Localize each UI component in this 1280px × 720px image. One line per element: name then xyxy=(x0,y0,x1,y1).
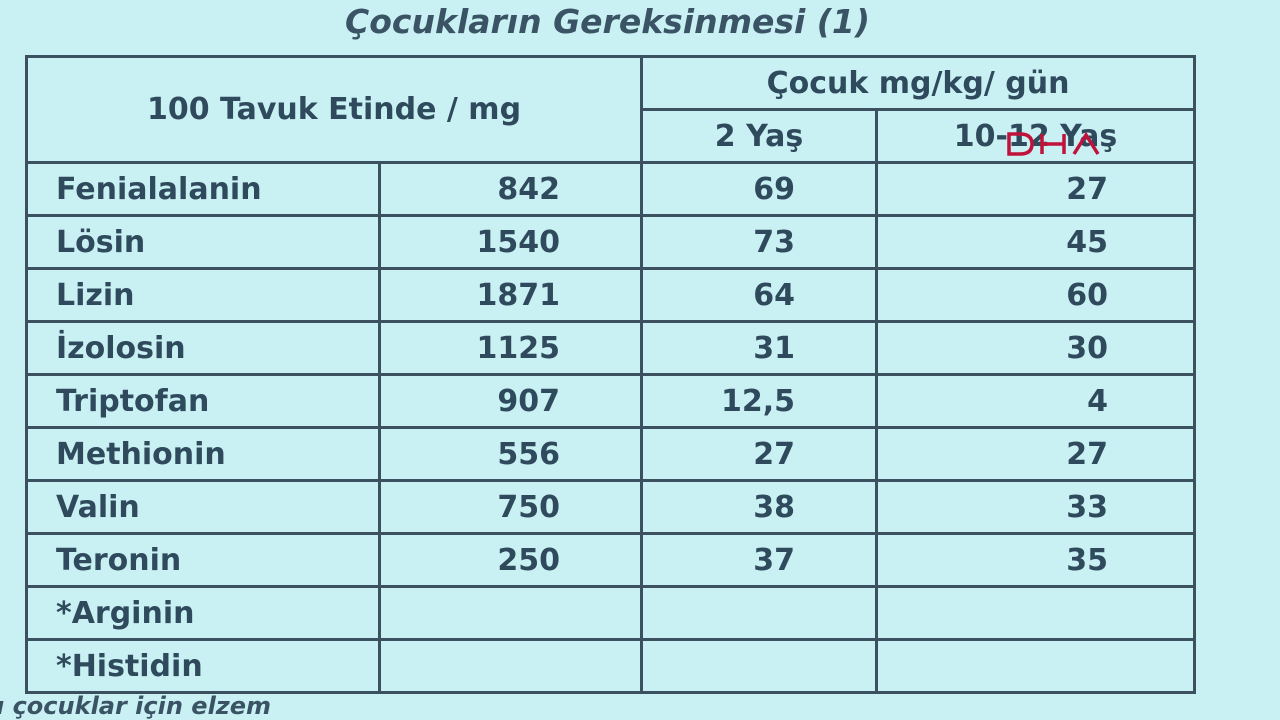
header-chicken-mg: 100 Tavuk Etinde / mg xyxy=(25,55,643,164)
chicken-mg-value xyxy=(378,585,643,641)
amino-acid-name: Teronin xyxy=(25,532,381,588)
table-row: Triptofan 907 12,5 4 xyxy=(25,373,1196,429)
chicken-mg-value: 556 xyxy=(378,426,643,482)
amino-acid-name: Fenialalanin xyxy=(25,161,381,217)
amino-acid-name: Methionin xyxy=(25,426,381,482)
amino-acid-name: Valin xyxy=(25,479,381,535)
amino-acid-name: Lizin xyxy=(25,267,381,323)
value-2-yas: 69 xyxy=(640,161,878,217)
table-row: *Arginin xyxy=(25,585,1196,641)
table-row: Methionin 556 27 27 xyxy=(25,426,1196,482)
table-row: Fenialalanin 842 69 27 xyxy=(25,161,1196,217)
footnote: ı çocuklar için elzem xyxy=(0,692,272,720)
header-row-2: 2 Yaş 10-12 Yaş xyxy=(27,108,1196,164)
amino-acid-name: Lösin xyxy=(25,214,381,270)
value-2-yas: 38 xyxy=(640,479,878,535)
amino-acid-name: *Arginin xyxy=(25,585,381,641)
value-10-12-yas: 35 xyxy=(875,532,1196,588)
table-row: Lizin 1871 64 60 xyxy=(25,267,1196,323)
value-10-12-yas: 60 xyxy=(875,267,1196,323)
amino-acid-name: İzolosin xyxy=(25,320,381,376)
value-2-yas: 37 xyxy=(640,532,878,588)
table-row: Valin 750 38 33 xyxy=(25,479,1196,535)
header-row-1: 100 Tavuk Etinde / mg Çocuk mg/kg/ gün xyxy=(25,55,1196,164)
table-row: Lösin 1540 73 45 xyxy=(25,214,1196,270)
value-10-12-yas: 4 xyxy=(875,373,1196,429)
chicken-mg-value: 1540 xyxy=(378,214,643,270)
value-2-yas: 12,5 xyxy=(640,373,878,429)
value-2-yas: 64 xyxy=(640,267,878,323)
value-2-yas xyxy=(640,585,878,641)
value-10-12-yas: 30 xyxy=(875,320,1196,376)
table-row: İzolosin 1125 31 30 xyxy=(25,320,1196,376)
value-10-12-yas: 45 xyxy=(875,214,1196,270)
header-10-12-yas: 10-12 Yaş xyxy=(875,108,1196,164)
value-2-yas: 31 xyxy=(640,320,878,376)
value-10-12-yas: 27 xyxy=(875,426,1196,482)
table-row: *Histidin xyxy=(25,638,1196,694)
value-10-12-yas: 33 xyxy=(875,479,1196,535)
chicken-mg-value: 1125 xyxy=(378,320,643,376)
chicken-mg-value xyxy=(378,638,643,694)
value-2-yas: 73 xyxy=(640,214,878,270)
chicken-mg-value: 1871 xyxy=(378,267,643,323)
slide-title: Çocukların Gereksinmesi (1) xyxy=(345,2,870,41)
header-2-yas: 2 Yaş xyxy=(640,108,878,164)
chicken-mg-value: 842 xyxy=(378,161,643,217)
table-row: Teronin 250 37 35 xyxy=(25,532,1196,588)
chicken-mg-value: 907 xyxy=(378,373,643,429)
value-2-yas: 27 xyxy=(640,426,878,482)
chicken-mg-value: 750 xyxy=(378,479,643,535)
amino-acid-table: 100 Tavuk Etinde / mg Çocuk mg/kg/ gün 2… xyxy=(25,55,1196,694)
value-10-12-yas: 27 xyxy=(875,161,1196,217)
value-10-12-yas xyxy=(875,638,1196,694)
amino-acid-name: *Histidin xyxy=(25,638,381,694)
chicken-mg-value: 250 xyxy=(378,532,643,588)
header-child-group: Çocuk mg/kg/ gün xyxy=(640,55,1196,111)
value-10-12-yas xyxy=(875,585,1196,641)
amino-acid-name: Triptofan xyxy=(25,373,381,429)
value-2-yas xyxy=(640,638,878,694)
